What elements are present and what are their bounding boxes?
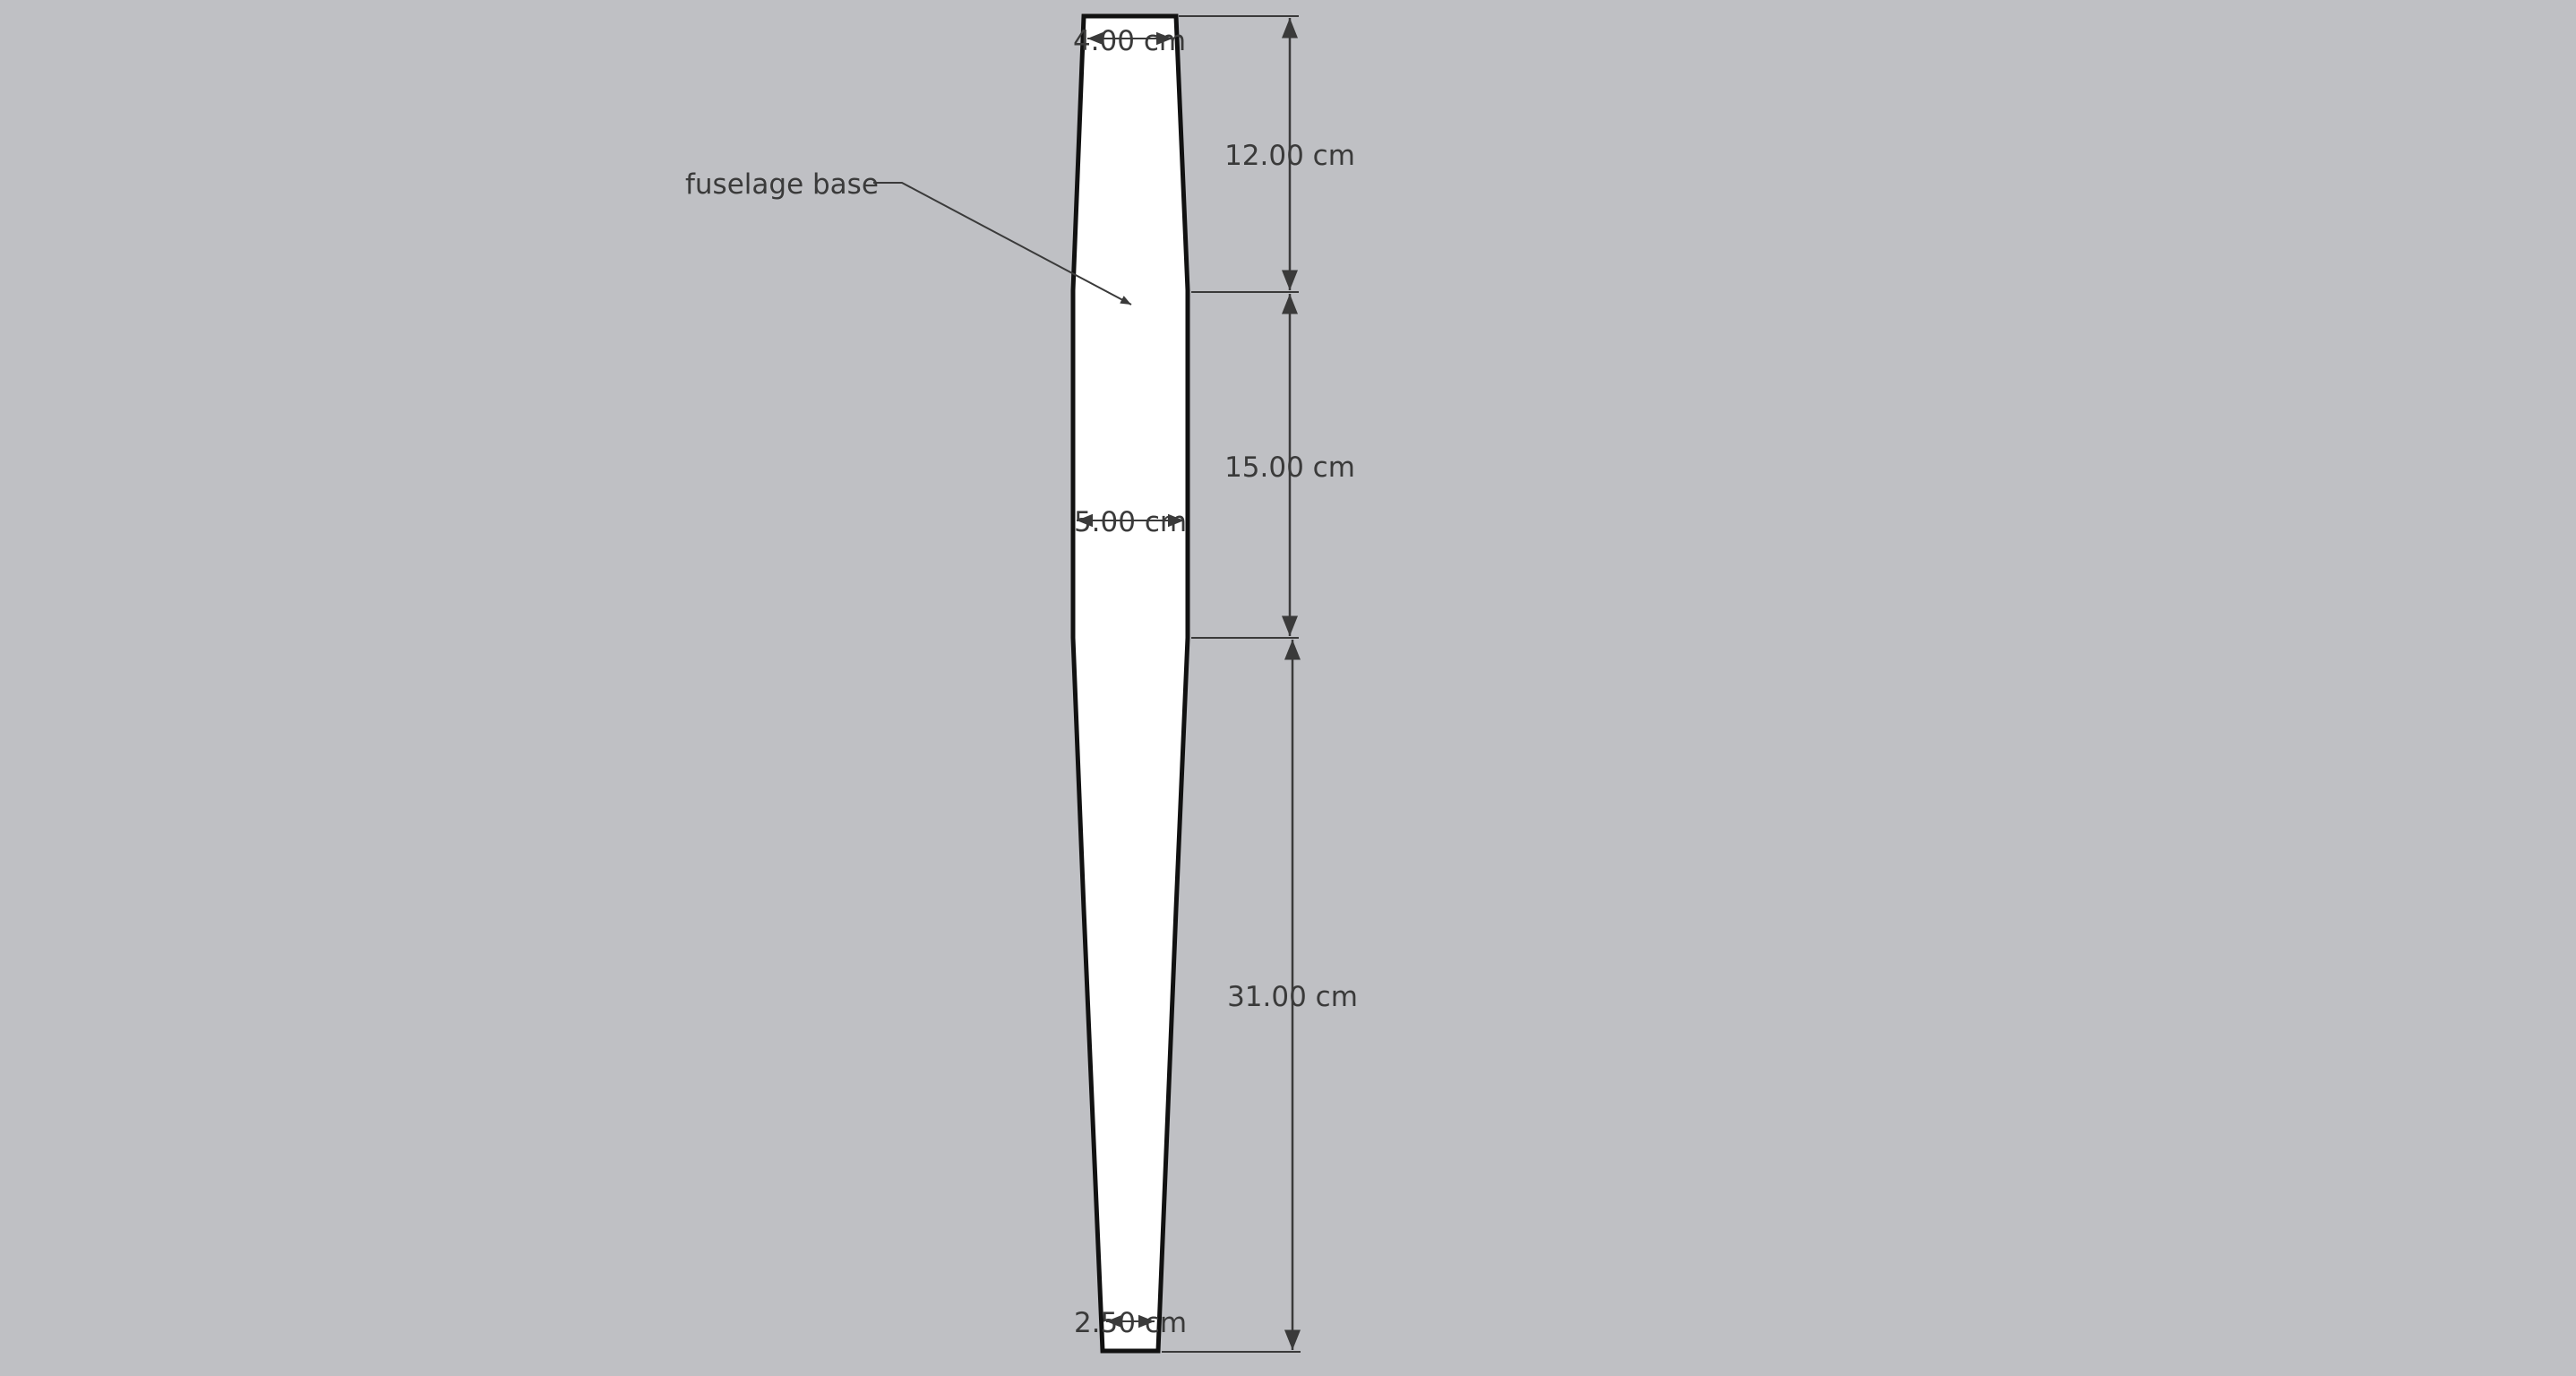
width-dimension-top-text: 4.00 cm (1073, 25, 1186, 57)
length-dimension-texts: 12.00 cm 15.00 cm 31.00 cm (1224, 140, 1358, 1013)
leader-callout: fuselage base (685, 168, 1132, 305)
fuselage-base-label[interactable]: fuselage base (685, 168, 879, 201)
width-dimension-bottom-text: 2.50 cm (1074, 1307, 1187, 1339)
width-dimension-middle-text: 5.00 cm (1074, 506, 1187, 538)
length-dimension-upper-text: 12.00 cm (1224, 140, 1355, 172)
fuselage-base-outline[interactable] (1070, 13, 1190, 1354)
length-dimension-center-text: 15.00 cm (1224, 452, 1355, 484)
width-dimension-lines (1077, 31, 1184, 1329)
length-dimension-lines (1282, 17, 1301, 1350)
leader-line (873, 182, 1132, 305)
length-dimension-lower-text: 31.00 cm (1227, 981, 1358, 1013)
extension-lines (1162, 15, 1301, 1353)
width-dimension-texts: 4.00 cm 5.00 cm 2.50 cm (1073, 25, 1187, 1339)
